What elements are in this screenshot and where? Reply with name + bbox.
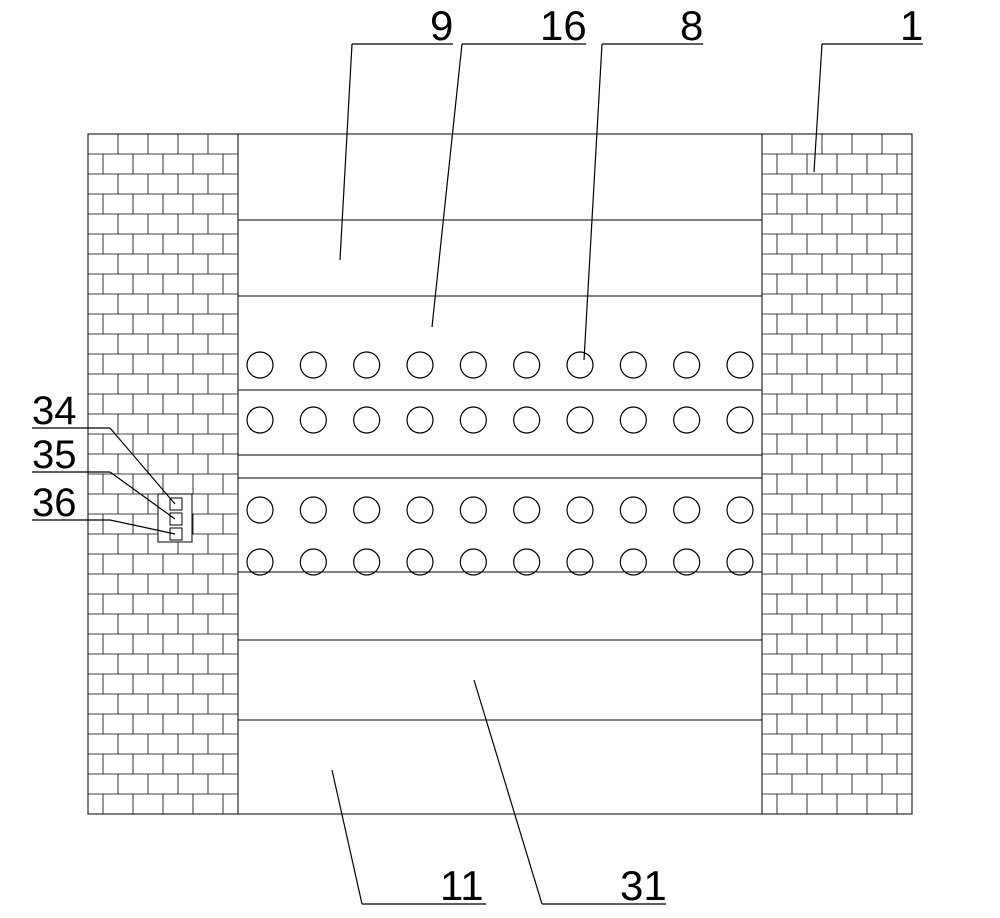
diagram-canvas: 9 16 8 1 343536 11 31 (0, 0, 1000, 918)
callout-label: 1 (900, 2, 923, 49)
sensor-cluster (158, 494, 192, 542)
callout-label: 31 (620, 862, 667, 909)
callout-label: 16 (540, 2, 587, 49)
background (0, 0, 1000, 918)
callout-label: 9 (430, 2, 453, 49)
callout-label: 34 (32, 389, 77, 433)
callout-label: 35 (32, 433, 77, 477)
callout-label: 11 (440, 862, 484, 909)
callout-label: 36 (32, 481, 77, 525)
callout-label: 8 (680, 2, 703, 49)
